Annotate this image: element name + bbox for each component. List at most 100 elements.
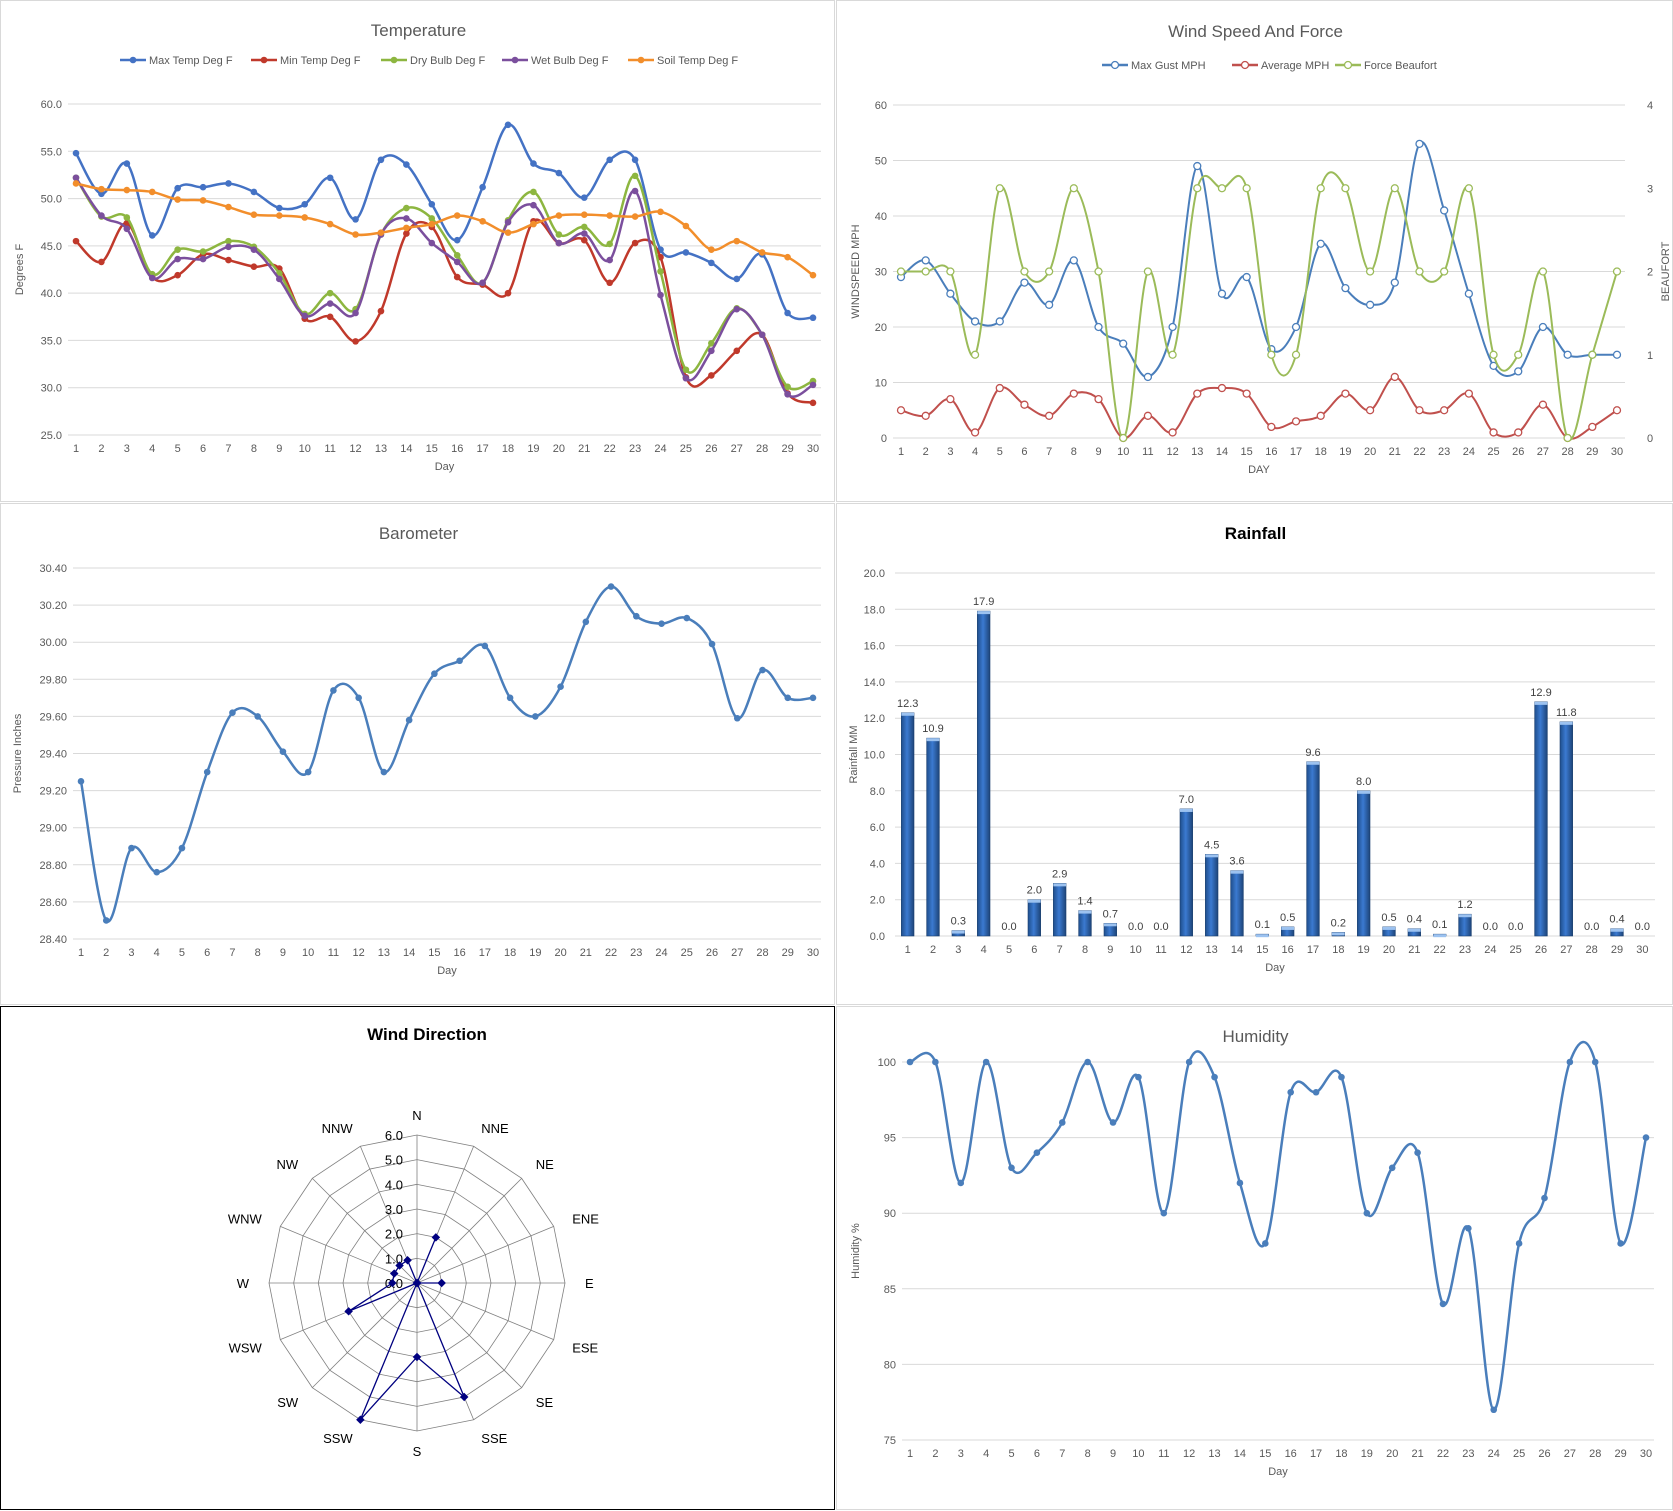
data-point [504,218,512,226]
legend-label: Average MPH [1261,60,1329,72]
direction-label: NNW [322,1121,354,1136]
rain-bar [901,712,915,937]
data-point [921,256,930,265]
data-point [102,917,110,924]
rainfall-chart: Rainfall0.02.04.06.08.010.012.014.016.01… [848,524,1655,974]
data-point [1588,422,1597,432]
data-point [970,428,980,437]
y-tick-label: 29.80 [39,674,67,686]
y-right-axis-label: BEAUFORT [1660,241,1672,301]
data-point [326,289,334,297]
data-point [1388,1164,1396,1172]
data-point [276,204,283,212]
data-point [1414,1149,1421,1157]
data-label: 0.7 [1103,908,1118,920]
x-tick-label: 30 [1640,1448,1652,1460]
data-point [809,381,817,389]
x-tick-label: 8 [255,947,261,959]
data-point [148,274,156,282]
x-tick-label: 29 [782,947,794,959]
data-point [758,249,766,256]
data-point [921,267,930,276]
data-point [555,239,563,247]
data-point [330,687,337,694]
x-tick-label: 14 [1231,944,1243,956]
data-point [784,309,791,317]
data-point [1415,406,1424,415]
x-tick-label: 28 [756,443,768,455]
radar-data-point [389,1269,399,1278]
rain-bar-cap [1560,721,1573,725]
x-tick-label: 27 [731,947,743,959]
direction-label: S [413,1444,422,1459]
data-point [1291,322,1301,332]
data-label: 10.9 [922,723,943,735]
data-point [606,156,613,164]
data-point [1135,1073,1142,1081]
data-label: 0.4 [1407,914,1422,926]
legend-label: Min Temp Deg F [280,55,361,67]
x-tick-label: 8 [1085,1448,1091,1460]
y-tick-label: 10.0 [864,750,885,762]
data-point [580,211,588,218]
y-tick-label: 20 [875,322,887,334]
data-label: 0.0 [1128,921,1143,933]
data-point [326,313,334,321]
rain-bar-cap [1458,914,1472,918]
x-tick-label: 1 [898,446,904,458]
data-label: 4.5 [1204,839,1219,851]
rain-bar-cap [977,611,990,615]
direction-label: WNW [228,1212,263,1227]
rain-bar-cap [1078,910,1092,914]
data-point [606,279,613,287]
x-tick-label: 6 [1034,1448,1040,1460]
data-label: 2.9 [1052,868,1067,880]
data-point [733,237,741,245]
x-tick-label: 2 [932,1448,938,1460]
data-point [352,216,359,223]
y-tick-label: 45.0 [41,241,62,253]
data-point [1236,1179,1244,1187]
data-point [1143,372,1153,382]
x-tick-label: 2 [930,944,936,956]
x-tick-label: 20 [1386,1448,1398,1460]
data-point [682,249,690,256]
data-point [1168,322,1177,332]
wind-speed-chart-panel: Wind Speed And Force 0 10 20 30 40 50 60 0 1 2 3 4 1 2… [836,0,1673,502]
data-point [250,188,258,196]
direction-label: NNE [481,1121,509,1136]
y-axis-label: Pressure Inches [12,713,24,793]
rain-bar-cap [1205,854,1218,858]
rain-bar-cap [1104,923,1117,927]
x-tick-label: 9 [1107,944,1113,956]
x-tick-label: 26 [706,947,718,959]
data-point [148,188,156,196]
x-tick-label: 8 [1071,446,1077,458]
x-tick-label: 13 [375,443,387,455]
x-tick-label: 11 [324,443,335,455]
data-label: 0.3 [951,916,966,928]
data-point [809,271,817,279]
x-tick-label: 27 [1564,1448,1576,1460]
data-point [1242,272,1251,282]
data-point [530,201,537,209]
data-point [128,844,135,852]
x-tick-label: 23 [1438,446,1450,458]
data-point [225,180,232,187]
data-label: 1.2 [1457,899,1472,911]
data-point [1312,1088,1320,1096]
direction-label: SSW [323,1431,353,1446]
data-point [254,713,261,720]
wind-direction-chart-panel: Wind Direction N NNE NE ENE E ESE SE SSE S SSW SW WS… [0,1006,835,1510]
data-label: 0.4 [1609,914,1624,926]
y-axis-label: Degrees F [14,244,26,296]
data-point [530,160,537,167]
radar-data-point [388,1278,397,1288]
data-point [1316,239,1325,248]
x-tick-label: 13 [1206,944,1218,956]
x-tick-label: 4 [981,944,987,956]
data-point [479,279,486,287]
data-point [1217,184,1227,193]
data-point [403,161,410,168]
data-point [1489,428,1498,437]
